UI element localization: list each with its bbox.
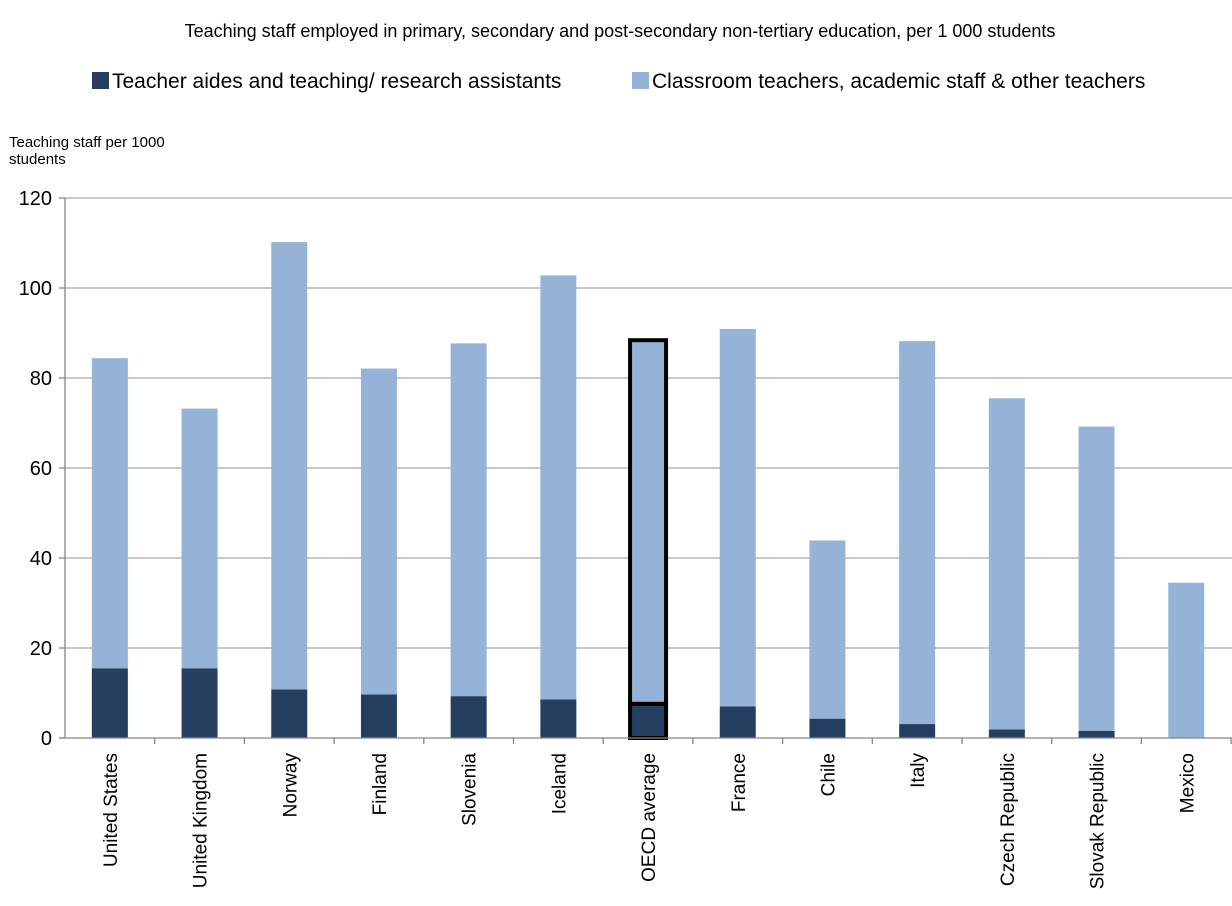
y-tick-label: 20 bbox=[30, 638, 52, 660]
bar-segment-teachers bbox=[271, 242, 308, 690]
bar-segment-aides bbox=[628, 701, 669, 740]
legend-label-aides: Teacher aides and teaching/ research ass… bbox=[112, 70, 561, 93]
x-category-label: Italy bbox=[908, 753, 929, 788]
bar-segment-teachers bbox=[628, 338, 669, 706]
x-category-label: Mexico bbox=[1177, 753, 1198, 813]
bar-segment-aides bbox=[809, 718, 846, 738]
x-category-label: Chile bbox=[818, 753, 839, 796]
bar-segment-aides bbox=[450, 696, 487, 738]
bar-segment-teachers bbox=[1168, 582, 1205, 738]
bar-segment-teachers bbox=[450, 343, 487, 697]
x-category-label: Slovenia bbox=[460, 753, 481, 826]
x-category-label: Norway bbox=[280, 753, 301, 818]
legend-swatch-teachers bbox=[632, 72, 649, 89]
bar-segment-aides bbox=[988, 729, 1025, 738]
y-axis-ticks: 0 20 40 60 80 100 120 bbox=[19, 188, 65, 750]
x-category-label: Czech Republic bbox=[998, 753, 1019, 886]
bar-segment-aides bbox=[181, 668, 218, 738]
axes bbox=[59, 198, 1232, 739]
y-tick-label: 40 bbox=[30, 548, 52, 570]
bar-segment-teachers bbox=[719, 328, 756, 707]
y-tick-label: 80 bbox=[30, 368, 52, 390]
y-axis-label: Teaching staff per 1000 students bbox=[9, 134, 169, 168]
x-axis-labels: United States United Kingdom Norway Finland… bbox=[101, 738, 1232, 889]
legend: Teacher aides and teaching/ research ass… bbox=[92, 70, 1145, 93]
x-category-label: United States bbox=[101, 753, 122, 867]
y-tick-label: 100 bbox=[19, 278, 52, 300]
bar-segment-teachers bbox=[899, 341, 936, 725]
y-tick-label: 120 bbox=[19, 188, 52, 210]
bar-segment-aides bbox=[271, 689, 308, 738]
bar-segment-teachers bbox=[809, 540, 846, 719]
y-tick-label: 0 bbox=[41, 728, 52, 750]
y-axis-label-line-1: Teaching staff per 1000 bbox=[9, 134, 165, 151]
y-axis-label-line-2: students bbox=[9, 151, 66, 168]
legend-swatch-aides bbox=[92, 72, 109, 89]
bar-segment-teachers bbox=[540, 275, 577, 700]
bar-segment-teachers bbox=[988, 398, 1025, 730]
bar-segment-teachers bbox=[91, 358, 128, 669]
bar-segment-aides bbox=[540, 699, 577, 738]
x-category-label: Slovak Republic bbox=[1088, 753, 1109, 889]
legend-label-teachers: Classroom teachers, academic staff & oth… bbox=[652, 70, 1145, 93]
bar-segment-teachers bbox=[1078, 426, 1115, 731]
bar-segment-teachers bbox=[360, 368, 397, 695]
bar-segment-teachers bbox=[181, 408, 218, 669]
x-category-label: OECD average bbox=[639, 753, 660, 882]
bar-segment-aides bbox=[91, 668, 128, 738]
chart-title: Teaching staff employed in primary, seco… bbox=[185, 21, 1056, 41]
x-category-label: Finland bbox=[370, 753, 391, 815]
y-tick-label: 60 bbox=[30, 458, 52, 480]
bar-segment-aides bbox=[360, 694, 397, 738]
bars bbox=[91, 242, 1205, 740]
bar-segment-aides bbox=[1078, 730, 1115, 738]
x-category-label: Iceland bbox=[549, 753, 570, 814]
bar-segment-aides bbox=[719, 706, 756, 738]
x-category-label: France bbox=[729, 753, 750, 812]
x-category-label: United Kingdom bbox=[191, 753, 212, 888]
bar-segment-aides bbox=[899, 724, 936, 738]
